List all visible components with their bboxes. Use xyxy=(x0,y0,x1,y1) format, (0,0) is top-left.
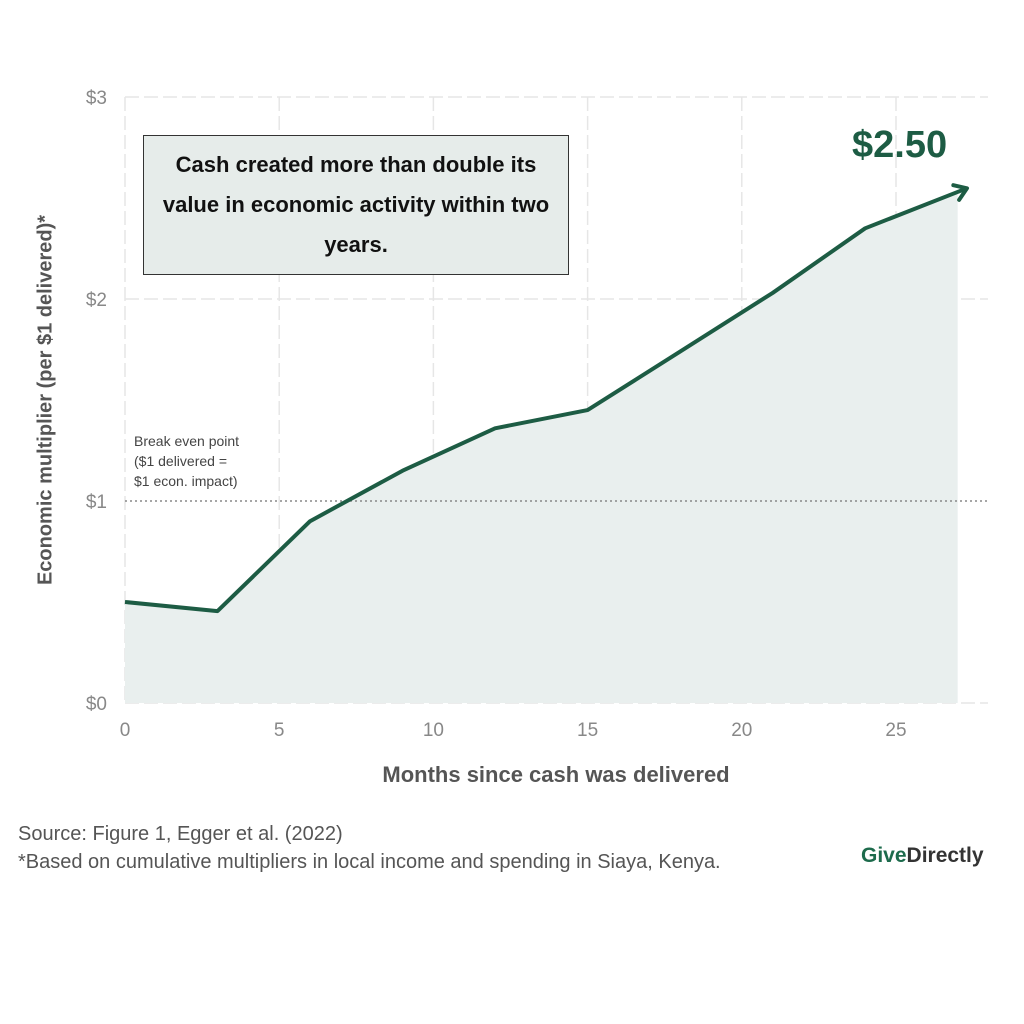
x-tick-label: 15 xyxy=(577,720,598,741)
y-axis-label: Economic multiplier (per $1 delivered)* xyxy=(34,214,57,586)
givedirectly-logo: GiveDirectly xyxy=(861,844,984,868)
x-tick-label: 10 xyxy=(423,720,444,741)
logo-part-directly: Directly xyxy=(906,844,984,867)
break-even-note: Break even point ($1 delivered = $1 econ… xyxy=(134,431,239,491)
break-even-line-2: ($1 delivered = xyxy=(134,453,228,469)
x-tick-label: 5 xyxy=(274,720,285,741)
x-tick-label: 20 xyxy=(731,720,752,741)
source-text: Source: Figure 1, Egger et al. (2022) xyxy=(18,823,343,845)
y-tick-label: $1 xyxy=(86,492,107,513)
area-fill xyxy=(125,191,958,703)
callout-text: Cash created more than double its value … xyxy=(162,152,550,257)
break-even-line-3: $1 econ. impact) xyxy=(134,473,238,489)
y-tick-label: $0 xyxy=(86,694,107,715)
callout-box: Cash created more than double its value … xyxy=(143,135,569,275)
y-tick-label: $2 xyxy=(86,290,107,311)
x-tick-label: 0 xyxy=(120,720,131,741)
break-even-line-1: Break even point xyxy=(134,433,240,449)
footer: Source: Figure 1, Egger et al. (2022) *B… xyxy=(18,820,858,876)
logo-part-give: Give xyxy=(861,844,907,867)
footnote-text: *Based on cumulative multipliers in loca… xyxy=(18,851,721,873)
arrow-head-icon xyxy=(951,183,969,202)
end-value-label: $2.50 xyxy=(852,124,948,166)
y-tick-label: $3 xyxy=(86,88,107,109)
x-axis-label: Months since cash was delivered xyxy=(382,762,730,787)
x-tick-label: 25 xyxy=(885,720,906,741)
